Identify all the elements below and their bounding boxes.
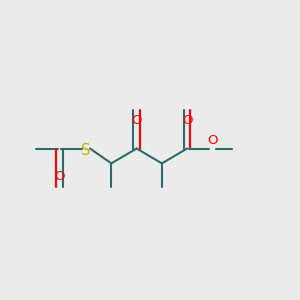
Text: S: S <box>81 142 91 158</box>
Text: O: O <box>131 114 142 127</box>
Text: O: O <box>182 114 192 127</box>
Text: O: O <box>54 170 64 183</box>
Text: O: O <box>207 134 218 147</box>
